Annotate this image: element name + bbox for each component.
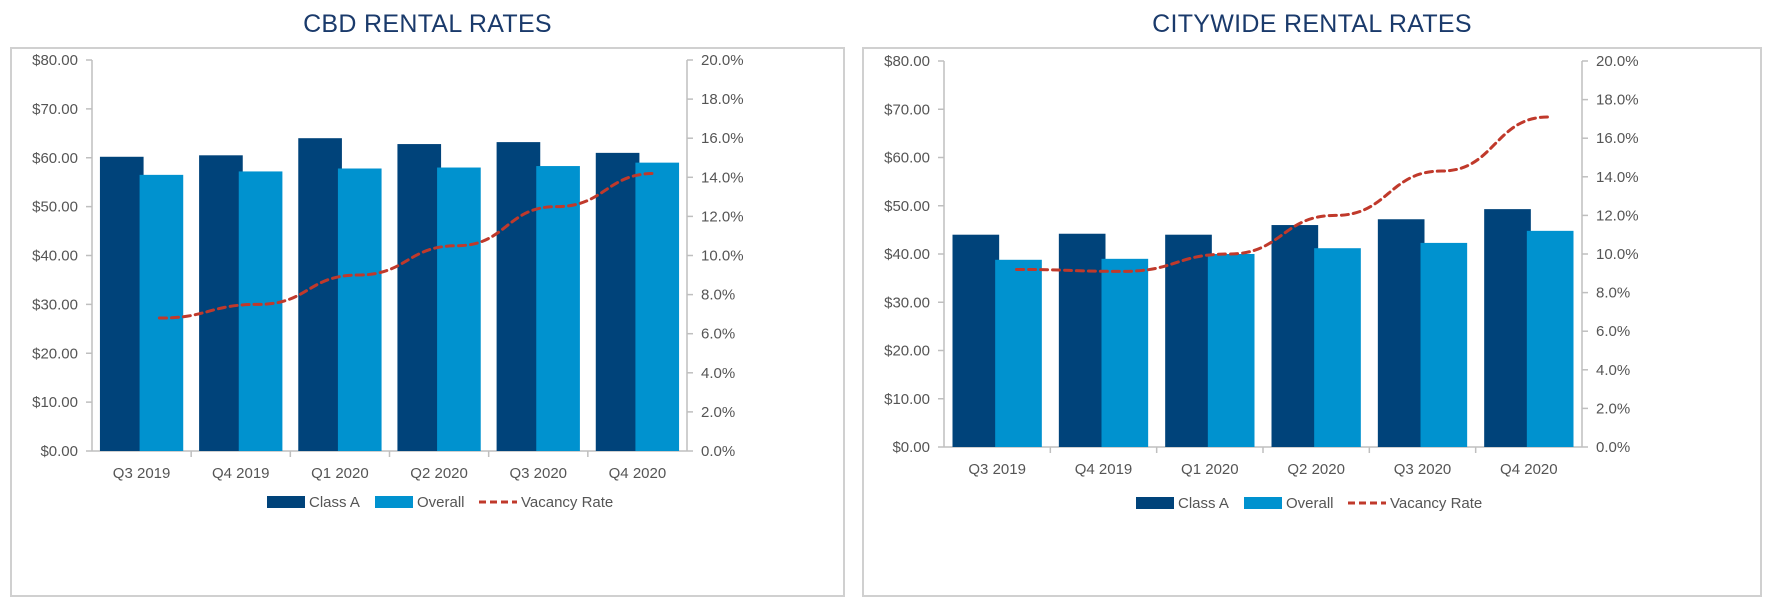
x-category-label: Q1 2020 <box>1181 461 1239 478</box>
right-tick-label: 16.0% <box>1596 130 1639 147</box>
x-category-label: Q1 2020 <box>311 465 369 482</box>
overall-bar <box>139 174 184 451</box>
legend-class-a-label: Class A <box>1178 495 1229 512</box>
right-tick-label: 18.0% <box>1596 92 1639 109</box>
x-category-label: Q3 2019 <box>968 461 1026 478</box>
right-tick-label: 2.0% <box>1596 400 1630 417</box>
left-tick-label: $70.00 <box>32 101 78 118</box>
right-tick-label: 14.0% <box>1596 169 1639 186</box>
left-tick-label: $60.00 <box>32 150 78 167</box>
x-category-label: Q3 2020 <box>509 465 567 482</box>
right-tick-label: 4.0% <box>701 365 735 382</box>
right-tick-label: 16.0% <box>701 130 744 147</box>
right-tick-label: 8.0% <box>1596 285 1630 302</box>
left-tick-label: $10.00 <box>32 394 78 411</box>
cbd-chart-svg: $0.00 $10.00 $20.00 $30.00 $40.00 $50.00 $60.0… <box>32 52 744 511</box>
right-tick-label: 6.0% <box>701 326 735 343</box>
left-tick-label: $80.00 <box>32 52 78 69</box>
right-tick-label: 2.0% <box>701 404 735 421</box>
overall-bar <box>1420 242 1468 447</box>
x-category-label: Q2 2020 <box>1287 461 1345 478</box>
right-tick-label: 14.0% <box>701 169 744 186</box>
left-tick-label: $40.00 <box>884 246 930 263</box>
legend-class-a-swatch <box>267 496 305 508</box>
legend-overall-swatch <box>1244 497 1282 509</box>
legend-overall-label: Overall <box>1286 495 1334 512</box>
left-tick-label: $50.00 <box>884 198 930 215</box>
x-category-label: Q4 2020 <box>1500 461 1558 478</box>
right-tick-label: 10.0% <box>701 248 744 265</box>
right-tick-label: 18.0% <box>701 91 744 108</box>
right-tick-label: 10.0% <box>1596 246 1639 263</box>
legend-overall-swatch <box>375 496 413 508</box>
right-tick-label: 8.0% <box>701 287 735 304</box>
overall-bar <box>536 166 580 451</box>
right-tick-label: 6.0% <box>1596 323 1630 340</box>
overall-bar <box>995 259 1042 447</box>
citywide-chart-title: CITYWIDE RENTAL RATES <box>1152 10 1472 38</box>
citywide-chart-svg: $0.00 $10.00 $20.00 $30.00 $40.00 $50.00 $60.0… <box>884 53 1639 512</box>
x-category-label: Q4 2019 <box>1075 461 1133 478</box>
left-tick-label: $50.00 <box>32 199 78 216</box>
left-tick-label: $60.00 <box>884 150 930 167</box>
class-a-bar <box>199 155 243 451</box>
right-tick-label: 20.0% <box>1596 53 1639 70</box>
legend-overall-label: Overall <box>417 494 465 511</box>
class-a-bar <box>1165 234 1212 447</box>
left-tick-label: $30.00 <box>32 296 78 313</box>
overall-bar <box>337 168 382 451</box>
left-tick-label: $80.00 <box>884 53 930 70</box>
left-tick-label: $30.00 <box>884 294 930 311</box>
class-a-bar <box>298 138 342 451</box>
left-tick-label: $0.00 <box>40 443 78 460</box>
left-tick-label: $70.00 <box>884 101 930 118</box>
cbd-chart-title: CBD RENTAL RATES <box>303 10 552 38</box>
right-tick-label: 12.0% <box>1596 207 1639 224</box>
right-tick-label: 0.0% <box>701 443 735 460</box>
class-a-bar <box>397 144 442 451</box>
legend-class-a-swatch <box>1136 497 1174 509</box>
right-tick-label: 12.0% <box>701 208 744 225</box>
class-a-bar <box>1058 233 1106 447</box>
class-a-bar <box>496 142 541 452</box>
overall-bar <box>1314 248 1361 447</box>
class-a-bar <box>99 156 144 451</box>
vacancy-rate-line <box>1014 115 1550 273</box>
right-tick-label: 20.0% <box>701 52 744 69</box>
class-a-bar <box>1271 225 1319 447</box>
legend-vacancy-label: Vacancy Rate <box>521 494 613 511</box>
class-a-bar <box>595 152 640 452</box>
vacancy-rate-line <box>157 171 657 320</box>
class-a-bar <box>952 234 1000 447</box>
overall-bar <box>1101 258 1149 447</box>
x-category-label: Q2 2020 <box>410 465 468 482</box>
left-tick-label: $40.00 <box>32 248 78 265</box>
right-tick-label: 0.0% <box>1596 439 1630 456</box>
class-a-bar <box>1484 209 1531 447</box>
left-tick-label: $0.00 <box>892 439 930 456</box>
x-category-label: Q3 2019 <box>113 465 171 482</box>
x-category-label: Q4 2020 <box>609 465 667 482</box>
left-tick-label: $20.00 <box>32 345 78 362</box>
overall-bar <box>1207 254 1255 447</box>
overall-bar <box>1526 230 1574 447</box>
x-category-label: Q3 2020 <box>1394 461 1452 478</box>
class-a-bar <box>1377 219 1425 447</box>
overall-bar <box>635 162 680 451</box>
left-tick-label: $20.00 <box>884 343 930 360</box>
citywide-chart: $0.00 $10.00 $20.00 $30.00 $40.00 $50.00 $60.0… <box>862 47 1762 597</box>
left-tick-label: $10.00 <box>884 391 930 408</box>
overall-bar <box>238 171 283 451</box>
cbd-chart: $0.00 $10.00 $20.00 $30.00 $40.00 $50.00 $60.0… <box>10 47 845 597</box>
legend-vacancy-label: Vacancy Rate <box>1390 495 1482 512</box>
overall-bar <box>437 167 481 451</box>
legend-class-a-label: Class A <box>309 494 360 511</box>
x-category-label: Q4 2019 <box>212 465 270 482</box>
right-tick-label: 4.0% <box>1596 362 1630 379</box>
